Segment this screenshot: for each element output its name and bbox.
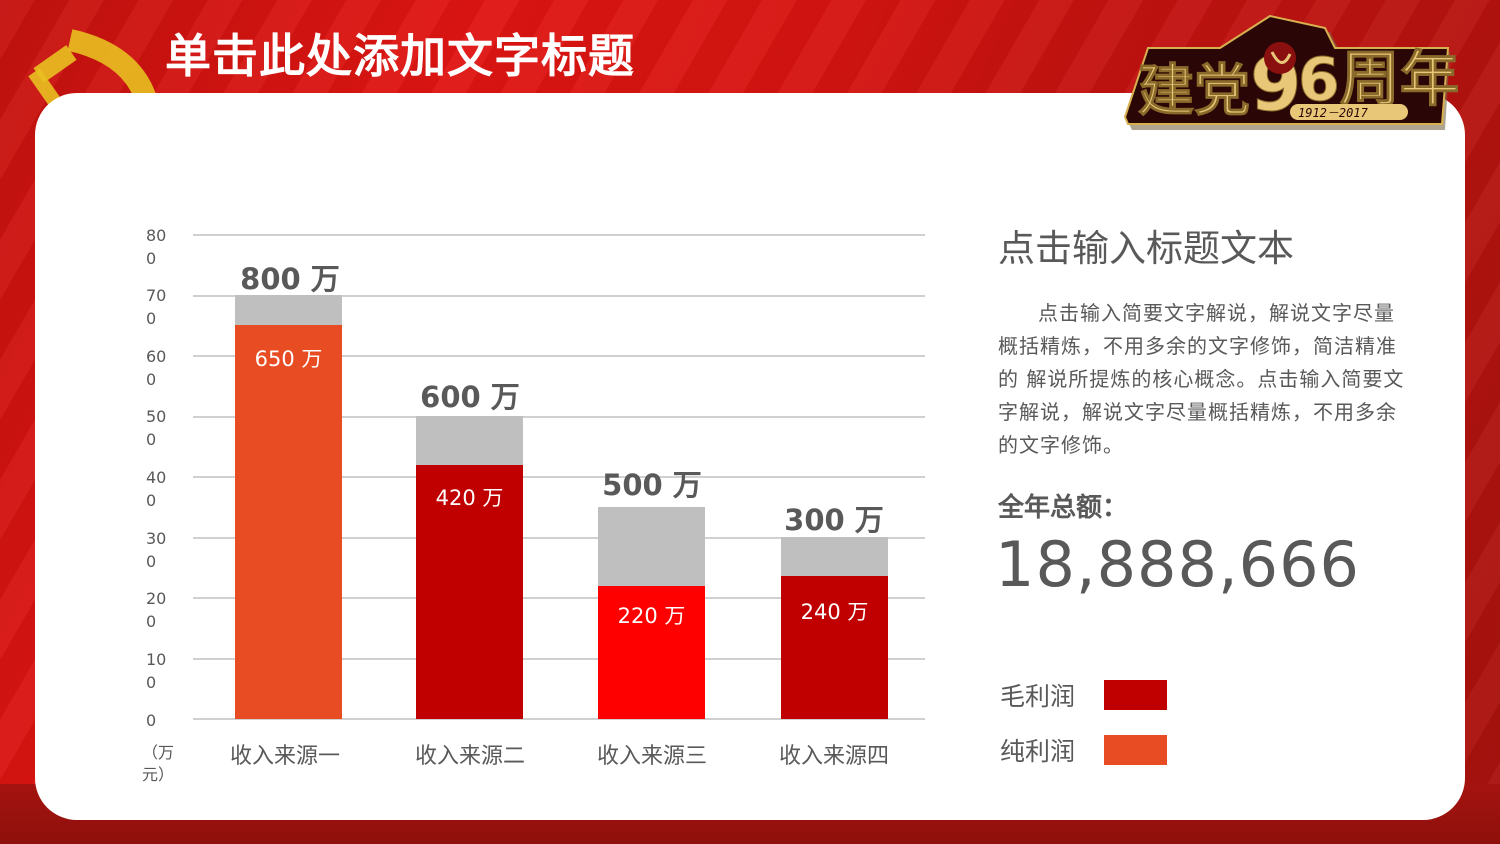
gridline-600 [193,355,925,357]
legend-label: 纯利润 [1000,737,1076,766]
bar-total-2[interactable] [416,416,523,465]
y-tick-100: 100 [146,650,167,692]
legend-label: 毛利润 [1000,682,1076,711]
y-tick-300: 300 [146,529,167,571]
y-tick-600: 600 [146,347,167,389]
y-tick-800: 800 [146,226,167,268]
bar-profit-1[interactable] [235,325,342,719]
logo-text: 建党 [1138,59,1250,124]
gridline-0 [193,718,925,720]
gridline-300 [193,537,925,539]
bar-top-label-1: 800 万 [240,262,340,296]
y-tick-200: 200 [146,589,167,631]
bar-profit-2[interactable] [416,465,523,719]
legend-item-gross-profit: 毛利润 [1000,677,1167,713]
slide-title[interactable]: 单击此处添加文字标题 [165,29,635,83]
party-anniversary-logo: 建党 9 6周年 1912－2017 [1123,14,1458,130]
svg-text:1912－2017: 1912－2017 [1298,106,1369,120]
legend-swatch-icon [1104,735,1167,765]
x-label-1: 收入来源一 [229,744,340,769]
gridline-800 [193,234,925,236]
y-tick-500: 500 [146,407,167,449]
bar-top-label-2: 600 万 [420,380,520,414]
gridline-200 [193,597,925,599]
bar-total-3[interactable] [598,507,705,586]
bar-profit-4[interactable] [781,576,888,719]
side-heading[interactable]: 点击输入标题文本 [998,227,1294,270]
svg-text:6周年: 6周年 [1298,45,1458,115]
bar-inner-label-2: 420 万 [435,486,504,510]
bar-total-1[interactable] [235,295,342,325]
annual-total-label: 全年总额： [998,493,1129,523]
bar-top-label-4: 300 万 [784,503,884,537]
legend-swatch-icon [1104,680,1167,710]
y-axis-unit-label: （万元） [142,743,175,784]
y-tick-400: 400 [146,468,167,510]
gridline-100 [193,658,925,660]
x-label-4: 收入来源四 [778,744,889,769]
x-label-3: 收入来源三 [596,744,707,769]
bar-top-label-3: 500 万 [602,468,702,502]
y-tick-0: 0 [146,711,157,730]
legend-item-net-profit: 纯利润 [1000,732,1167,768]
x-label-2: 收入来源二 [414,744,525,769]
gridline-500 [193,416,925,418]
bar-inner-label-1: 650 万 [254,347,323,371]
annual-total-value: 18,888,666 [995,528,1360,601]
gridline-700 [193,295,925,297]
side-description[interactable]: 点击输入简要文字解说，解说文字尽量概括精炼，不用多余的文字修饰，简洁精准的 解说… [998,301,1405,457]
bar-inner-label-3: 220 万 [617,604,686,628]
bar-inner-label-4: 240 万 [800,600,869,624]
bar-profit-3[interactable] [598,586,705,719]
bar-total-4[interactable] [781,537,888,576]
y-tick-700: 700 [146,286,167,328]
gridline-400 [193,476,925,478]
